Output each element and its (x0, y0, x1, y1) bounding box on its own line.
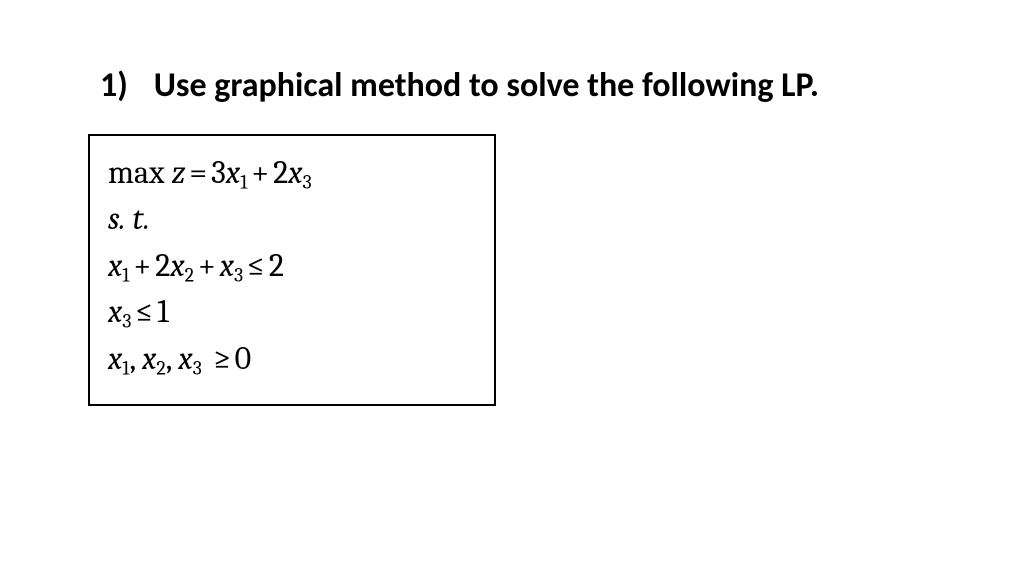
problem-prompt: Use graphical method to solve the follow… (154, 65, 819, 106)
page: { "meta": { "width_px": 1024, "height_px… (0, 0, 1024, 576)
lp-subject-to-label: s. t. (108, 196, 476, 242)
lp-constraint-2: x3≤1 (108, 289, 476, 335)
lp-st-text: s. t. (108, 200, 150, 237)
lp-box: max z=3x1+2x3 s. t. x1+2x2+x3≤2 x3≤1 x1,… (88, 134, 496, 406)
lp-constraint-3: x1, x2, x3 ≥0 (108, 336, 476, 382)
lp-constraint-1: x1+2x2+x3≤2 (108, 243, 476, 289)
problem-heading: 1) Use graphical method to solve the fol… (100, 65, 819, 106)
problem-number: 1) (100, 65, 146, 106)
lp-objective: max z=3x1+2x3 (108, 150, 476, 196)
